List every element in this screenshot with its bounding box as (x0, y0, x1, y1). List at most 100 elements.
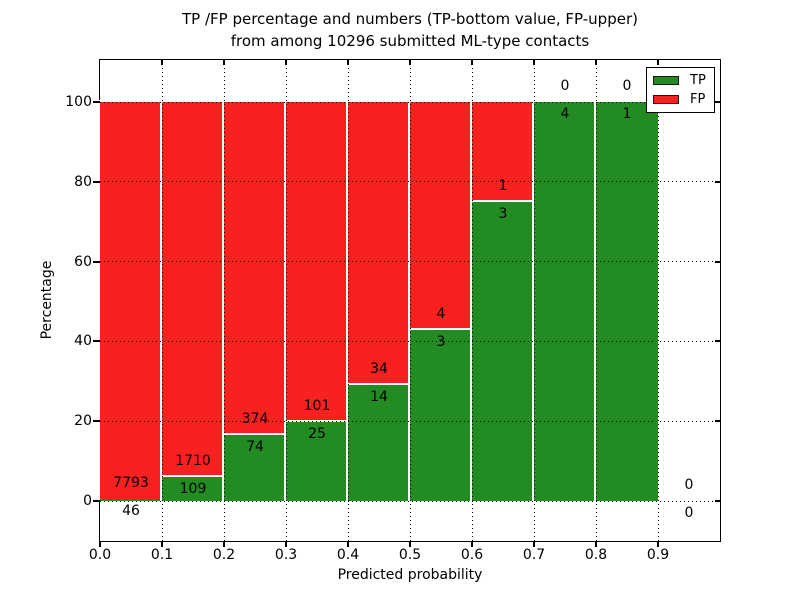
x-tick (347, 541, 349, 547)
x-gridline (347, 60, 349, 541)
tp-count-label: 14 (370, 388, 388, 405)
y-gridline (100, 500, 720, 502)
x-tick-label: 0.5 (398, 547, 422, 563)
bar-fp-segment (346, 100, 412, 387)
legend-swatch-tp-icon (653, 76, 679, 86)
legend: TP FP (646, 67, 715, 113)
bar-fp-segment (470, 100, 536, 204)
bar-tp-segment (470, 199, 536, 504)
x-tick-label: 0.6 (460, 547, 484, 563)
tp-count-label: 109 (179, 481, 207, 498)
x-gridline (409, 60, 411, 541)
x-tick-label: 0.7 (522, 547, 546, 563)
y-gridline (100, 101, 720, 103)
fp-count-label: 0 (560, 78, 570, 94)
y-tick-label: 60 (74, 253, 92, 270)
fp-count-label: 0 (684, 477, 694, 493)
bar-fp-segment (408, 100, 474, 332)
bar-fp-segment (98, 100, 164, 501)
y-tick (93, 180, 100, 183)
fp-count-label: 1 (498, 177, 508, 194)
x-tick-top (471, 60, 473, 65)
bar-tp-segment (346, 382, 412, 504)
plot-area: TP FP 7793 46 1710 109 374 74 101 25 34 14 4 3 1 3 0 4 0… (98, 59, 721, 542)
tp-count-label: 25 (308, 425, 326, 442)
y-tick (93, 420, 100, 423)
x-tick-label: 0.1 (150, 547, 174, 563)
y-gridline (100, 261, 720, 263)
x-tick-label: 0.2 (212, 547, 236, 563)
bar-fp-segment (160, 99, 226, 480)
x-gridline (657, 60, 659, 541)
x-gridline (533, 60, 535, 541)
x-gridline (161, 60, 163, 541)
bar-tp-segment (408, 328, 474, 503)
y-tick (93, 101, 100, 103)
bar-tp-segment (222, 433, 288, 503)
legend-swatch-fp-icon (653, 94, 679, 104)
x-tick (99, 541, 101, 547)
y-tick-right (715, 180, 720, 183)
fp-count-label: 101 (303, 397, 331, 414)
x-tick-label: 0.8 (584, 547, 608, 563)
tp-count-label: 46 (122, 502, 140, 519)
bar-tp-segment (284, 419, 350, 503)
legend-label-fp: FP (690, 91, 706, 107)
tp-count-label: 3 (498, 205, 508, 222)
tp-count-label: 0 (684, 505, 694, 521)
bar-fp-segment (222, 99, 288, 438)
legend-item-fp: FP (653, 93, 708, 106)
fp-count-label: 0 (622, 78, 632, 94)
tp-count-label: 4 (560, 106, 570, 122)
x-gridline (595, 60, 597, 541)
fp-count-label: 7793 (113, 474, 149, 491)
bar-tp-segment (532, 100, 598, 503)
chart-title: TP /FP percentage and numbers (TP-bottom… (100, 8, 720, 52)
fp-count-label: 4 (436, 306, 446, 322)
x-tick-top (161, 60, 163, 65)
bar-tp-segment (594, 100, 660, 503)
x-tick (533, 541, 535, 547)
y-tick (93, 260, 100, 263)
bar-tp-segment (160, 475, 226, 503)
x-tick-top (533, 60, 535, 65)
legend-label-tp: TP (690, 73, 706, 89)
x-tick-label: 0.9 (646, 547, 670, 563)
x-tick-top (657, 60, 659, 65)
y-tick-label: 20 (74, 413, 92, 430)
y-tick-right (715, 101, 720, 103)
y-axis-label: Percentage (39, 260, 55, 340)
chart-title-line1: TP /FP percentage and numbers (TP-bottom… (182, 10, 638, 28)
fp-count-label: 1710 (175, 453, 211, 470)
x-tick (223, 541, 225, 547)
tp-count-label: 1 (622, 106, 632, 122)
x-tick-label: 0.3 (274, 547, 298, 563)
x-gridline (285, 60, 287, 541)
x-tick (657, 541, 659, 547)
x-tick-top (285, 60, 287, 65)
x-tick-top (223, 60, 225, 65)
y-tick-label: 80 (74, 173, 92, 190)
y-tick-label: 100 (65, 94, 92, 110)
chart-title-line2: from among 10296 submitted ML-type conta… (230, 32, 590, 50)
x-tick-label: 0.4 (336, 547, 360, 563)
y-gridline (100, 340, 720, 342)
fp-count-label: 374 (241, 411, 269, 428)
tp-count-label: 3 (436, 334, 446, 350)
y-tick (93, 340, 100, 343)
x-gridline (223, 60, 225, 541)
x-tick (161, 541, 163, 547)
x-tick-label: 0.0 (88, 547, 112, 563)
x-tick (595, 541, 597, 547)
y-tick-right (715, 420, 720, 423)
x-tick-top (347, 60, 349, 65)
x-tick (471, 541, 473, 547)
y-tick-right (715, 340, 720, 343)
x-axis-label: Predicted probability (337, 567, 483, 583)
x-tick (285, 541, 287, 547)
tp-count-label: 74 (246, 439, 264, 456)
y-tick-right (715, 260, 720, 263)
fp-count-label: 34 (370, 360, 388, 377)
bar-tp-segment (100, 498, 162, 501)
